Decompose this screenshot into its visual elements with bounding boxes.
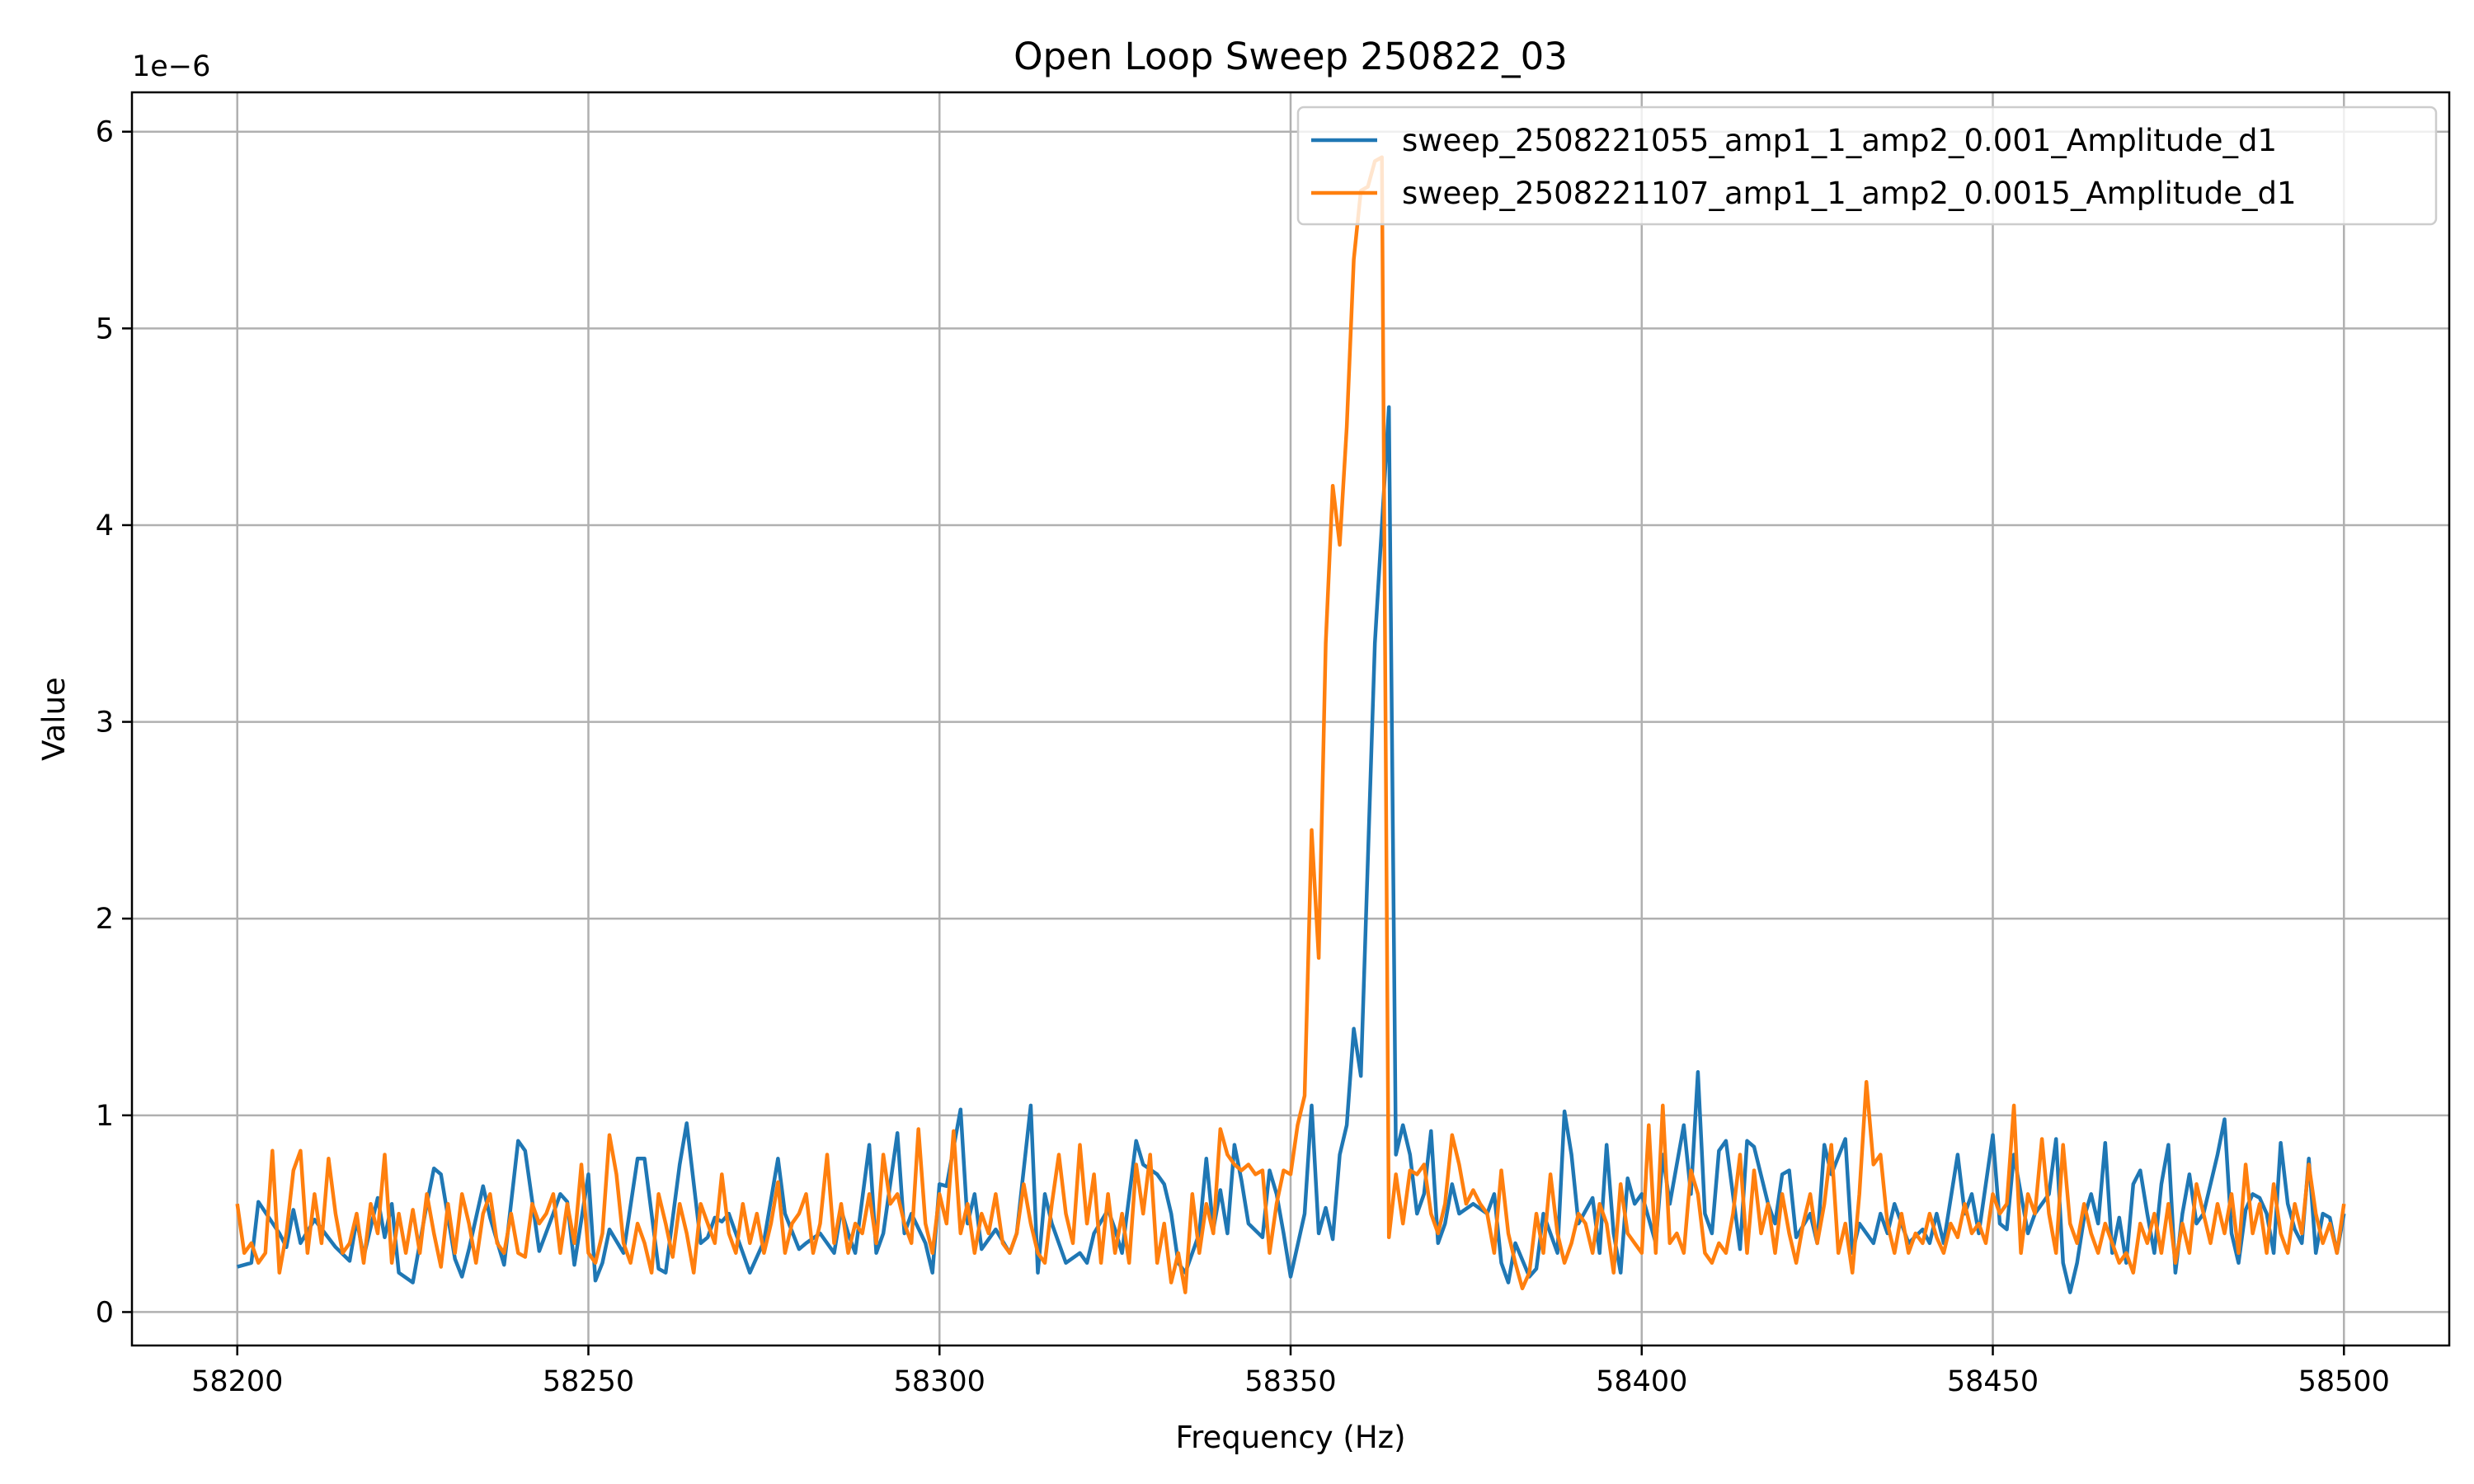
legend-box	[1296, 106, 2438, 226]
y-tick-label: 2	[96, 903, 114, 936]
series-layer	[235, 155, 2346, 1294]
x-tick-label: 58400	[1596, 1365, 1687, 1398]
x-tick-label: 58300	[894, 1365, 985, 1398]
y-tick-label: 5	[96, 312, 114, 345]
series-line-1	[237, 405, 2346, 1294]
y-axis-multiplier: 1e−6	[132, 50, 210, 83]
legend-label-series-1: sweep_2508221055_amp1_1_amp2_0.001_Ampli…	[1402, 123, 2277, 158]
series-line-2	[235, 155, 2346, 1294]
chart-title: Open Loop Sweep 250822_03	[1014, 35, 1568, 78]
x-axis-ticks: 58200 58250 58300 58350 58400 58450 58500	[191, 1345, 2390, 1398]
y-axis-title: Value	[36, 677, 72, 761]
y-axis-ticks: 0 1 2 3 4 5 6	[96, 116, 132, 1329]
grid	[132, 92, 2449, 1345]
legend: sweep_2508221055_amp1_1_amp2_0.001_Ampli…	[1296, 106, 2438, 226]
x-tick-label: 58500	[2298, 1365, 2390, 1398]
y-tick-label: 1	[96, 1100, 114, 1133]
y-tick-label: 3	[96, 707, 114, 740]
y-tick-label: 4	[96, 510, 114, 542]
x-tick-label: 58250	[543, 1365, 634, 1398]
legend-label-series-2: sweep_2508221107_amp1_1_amp2_0.0015_Ampl…	[1402, 176, 2297, 211]
x-tick-label: 58350	[1244, 1365, 1336, 1398]
x-tick-label: 58450	[1947, 1365, 2039, 1398]
x-axis-title: Frequency (Hz)	[1175, 1420, 1405, 1455]
y-tick-label: 0	[96, 1296, 114, 1329]
x-tick-label: 58200	[191, 1365, 283, 1398]
y-tick-label: 6	[96, 116, 114, 149]
